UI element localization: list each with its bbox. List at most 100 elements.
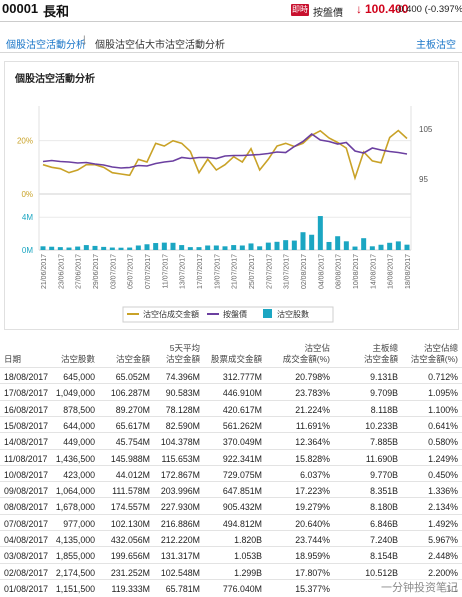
volume-bar [66, 247, 72, 250]
volume-bar [265, 242, 271, 250]
value-cell: 370.049M [222, 437, 262, 448]
value-cell: 15.377% [295, 583, 330, 594]
volume-bar [387, 242, 393, 250]
volume-bar [361, 238, 367, 250]
value-cell: 446.910M [222, 388, 262, 399]
tab-market-short-selling[interactable]: 個股沽空佔大市沽空活動分析 [95, 40, 225, 51]
date-cell: 02/08/2017 [4, 567, 49, 578]
date-cell: 16/08/2017 [4, 404, 49, 415]
value-cell: 645,000 [63, 372, 95, 382]
value-cell: 6.846B [370, 518, 398, 529]
value-cell: 82.590M [165, 420, 200, 431]
value-cell: 1,678,000 [55, 502, 95, 513]
x-tick-label: 25/07/2017 [249, 254, 256, 289]
x-tick-label: 29/06/2017 [93, 254, 100, 289]
value-cell: 1.336% [428, 486, 458, 497]
value-cell: 174.557M [110, 502, 150, 513]
volume-bar [179, 245, 185, 250]
left-tick-label: 20% [17, 137, 33, 146]
value-cell: 45.754M [115, 437, 150, 448]
value-cell: 65.617M [115, 420, 150, 431]
volume-bar [283, 240, 289, 250]
date-cell: 15/08/2017 [4, 420, 49, 431]
value-cell: 449,000 [63, 437, 95, 448]
value-cell: 6.037% [300, 469, 330, 480]
volume-bar [83, 245, 89, 250]
x-tick-label: 21/07/2017 [232, 254, 239, 289]
value-cell: 44.012M [115, 469, 150, 480]
volume-bar [57, 247, 63, 250]
value-cell: 420.617M [222, 404, 262, 415]
table-row: 04/08/2017 4,135,000 432.056M 212.220M 1.820… [0, 530, 462, 548]
volume-bar [153, 243, 159, 250]
value-cell: 145.988M [110, 453, 150, 464]
column-header: 主板總 [372, 343, 398, 353]
column-header: 沽空金額 [363, 354, 398, 364]
value-cell: 199.656M [110, 551, 150, 562]
volume-bar [109, 247, 115, 250]
value-cell: 102.130M [110, 518, 150, 529]
value-cell: 23.783% [295, 388, 330, 399]
volume-bar [274, 241, 280, 250]
value-cell: 11.691% [295, 420, 330, 431]
table-row: 15/08/2017 644,000 65.617M 82.590M 561.262M 1… [0, 415, 462, 434]
value-cell: 17.807% [295, 567, 330, 578]
date-cell: 17/08/2017 [4, 388, 49, 399]
value-cell: 203.996M [160, 486, 200, 497]
date-cell: 18/08/2017 [4, 372, 49, 382]
volume-bar [135, 245, 141, 250]
value-cell: 644,000 [63, 420, 95, 431]
x-tick-label: 18/08/2017 [405, 254, 412, 289]
value-cell: 111.578M [112, 486, 150, 497]
x-tick-label: 23/06/2017 [58, 254, 65, 289]
date-cell: 14/08/2017 [4, 437, 49, 448]
x-tick-label: 27/06/2017 [76, 254, 83, 289]
value-cell: 2,174,500 [55, 567, 95, 578]
volume-bar [101, 246, 107, 250]
volume-bar [40, 246, 46, 250]
column-header: 成交金額(%) [282, 354, 330, 364]
value-cell: 4,135,000 [55, 535, 95, 545]
volume-bar [222, 246, 228, 250]
right-tick-label: 95 [419, 175, 428, 184]
legend-label: 沽空佔成交金額 [143, 309, 199, 319]
value-cell: 11.690B [365, 453, 398, 464]
main-board-short-link[interactable]: 主板沽空 [416, 40, 456, 51]
x-tick-label: 11/07/2017 [162, 254, 169, 289]
chart-panel: 個股沽空活動分析 20% 0% 105 95 4M 0M 21/06/2017 23/06/2… [4, 61, 459, 330]
value-cell: 74.396M [165, 372, 200, 382]
volume-bar [205, 245, 211, 250]
value-cell: 1.492% [428, 518, 458, 529]
value-cell: 231.252M [110, 567, 150, 578]
value-cell: 17.223% [295, 486, 330, 497]
x-tick-label: 03/07/2017 [110, 254, 117, 289]
volume-bars [40, 216, 410, 250]
tab-stock-short-selling[interactable]: 個股沽空活動分析 [6, 40, 86, 51]
short-selling-chart: 20% 0% 105 95 4M 0M 21/06/2017 23/06/2017 27/06/… [17, 106, 433, 323]
date-cell: 09/08/2017 [4, 486, 49, 497]
volume-bar [378, 244, 384, 250]
value-cell: 977,000 [63, 518, 95, 529]
value-cell: 1,049,000 [55, 388, 95, 399]
value-cell: 561.262M [222, 420, 262, 431]
value-cell: 21.224% [295, 404, 330, 415]
value-cell: 65.052M [115, 372, 150, 382]
value-cell: 2.448% [428, 551, 458, 562]
date-cell: 10/08/2017 [4, 469, 49, 480]
x-tick-label: 04/08/2017 [318, 254, 325, 289]
table-row: 18/08/2017 645,000 65.052M 74.396M 312.777M 2… [0, 367, 462, 385]
price-change: -0.400 (-0.397%) [395, 4, 462, 15]
x-tick-label: 16/08/2017 [388, 254, 395, 289]
date-cell: 04/08/2017 [4, 535, 49, 545]
volume-bar [144, 244, 150, 250]
price-line [42, 132, 408, 169]
column-header: 沽空金額 [165, 354, 200, 364]
x-tick-label: 27/07/2017 [266, 254, 273, 289]
value-cell: 227.930M [160, 502, 200, 513]
table-row: 16/08/2017 878,500 89.270M 78.128M 420.617M 2… [0, 399, 462, 418]
volume-bar [170, 242, 176, 250]
volume-bar [317, 216, 323, 250]
value-cell: 8.118B [370, 404, 398, 415]
value-cell: 432.056M [110, 535, 150, 545]
date-cell: 07/08/2017 [4, 518, 49, 529]
